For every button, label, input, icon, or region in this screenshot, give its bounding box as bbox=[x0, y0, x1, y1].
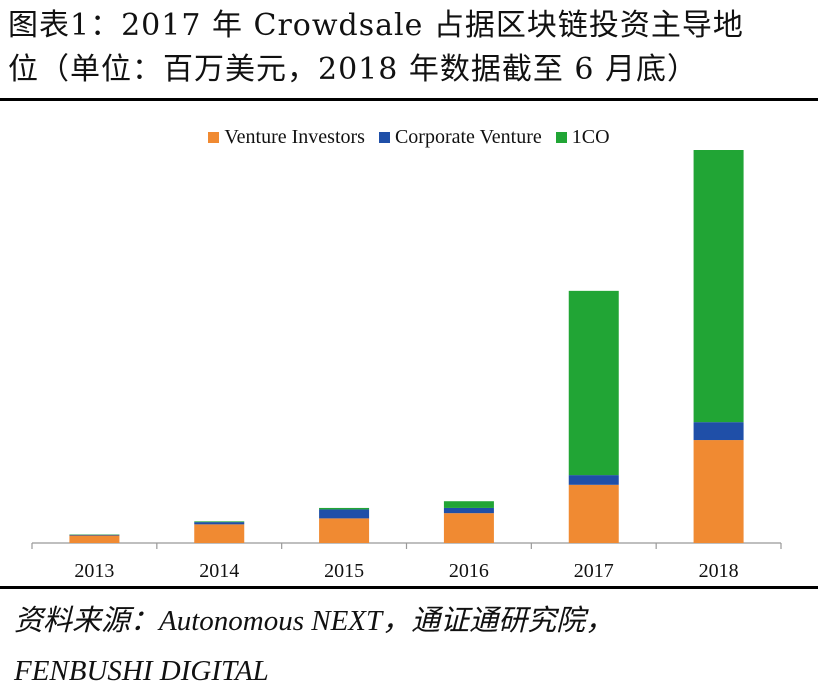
legend-swatch-ico bbox=[555, 132, 567, 143]
bar-venture-2014 bbox=[194, 524, 245, 543]
top-rule bbox=[0, 98, 818, 101]
bar-corporate-2017 bbox=[568, 475, 619, 485]
stacked-bar-chart: 2013 2014 2015 2016 2017 2018 bbox=[31, 150, 782, 582]
bar-ico-2018 bbox=[693, 150, 744, 423]
bar-corporate-2016 bbox=[443, 507, 494, 514]
bar-corporate-2018 bbox=[693, 422, 744, 441]
legend: Venture Investors Corporate Venture 1CO bbox=[0, 126, 818, 149]
chart-title: 图表1：2017 年 Crowdsale 占据区块链投资主导地 位（单位：百万美… bbox=[8, 4, 812, 92]
bar-ico-2016 bbox=[443, 501, 494, 508]
bottom-rule bbox=[0, 586, 818, 589]
title-line-2: 位（单位：百万美元，2018 年数据截至 6 月底） bbox=[8, 52, 699, 87]
x-tick-label-2016: 2016 bbox=[449, 560, 489, 582]
bar-ico-2017 bbox=[568, 290, 619, 476]
bar-venture-2013 bbox=[69, 535, 120, 543]
legend-label-ico: 1CO bbox=[571, 126, 610, 148]
x-tick-label-2018: 2018 bbox=[699, 560, 739, 582]
legend-swatch-corporate bbox=[378, 132, 390, 143]
bar-corporate-2015 bbox=[319, 509, 370, 519]
source-line-2: FENBUSHI DIGITAL bbox=[14, 655, 269, 687]
bar-venture-2015 bbox=[319, 518, 370, 543]
legend-label-corporate: Corporate Venture bbox=[394, 126, 542, 148]
legend-item-corporate: Corporate Venture bbox=[378, 126, 542, 149]
legend-label-venture: Venture Investors bbox=[224, 126, 365, 148]
bar-ico-2014 bbox=[194, 521, 245, 523]
bar-corporate-2014 bbox=[194, 522, 245, 525]
bar-venture-2017 bbox=[568, 484, 619, 543]
x-tick-label-2015: 2015 bbox=[324, 560, 364, 582]
x-tick-label-2014: 2014 bbox=[199, 560, 239, 582]
bar-ico-2015 bbox=[319, 507, 370, 510]
legend-item-ico: 1CO bbox=[555, 126, 610, 149]
bar-venture-2018 bbox=[693, 440, 744, 543]
source-note: 资料来源：Autonomous NEXT，通证通研究院， FENBUSHI DI… bbox=[14, 596, 814, 696]
legend-swatch-venture bbox=[208, 132, 220, 143]
legend-item-venture: Venture Investors bbox=[208, 126, 365, 149]
x-tick-label-2013: 2013 bbox=[74, 560, 114, 582]
bar-corporate-2013 bbox=[69, 534, 120, 536]
source-line-1: 资料来源：Autonomous NEXT，通证通研究院， bbox=[14, 605, 615, 637]
title-line-1: 图表1：2017 年 Crowdsale 占据区块链投资主导地 bbox=[8, 8, 744, 43]
x-tick-label-2017: 2017 bbox=[574, 560, 614, 582]
bar-venture-2016 bbox=[443, 513, 494, 543]
